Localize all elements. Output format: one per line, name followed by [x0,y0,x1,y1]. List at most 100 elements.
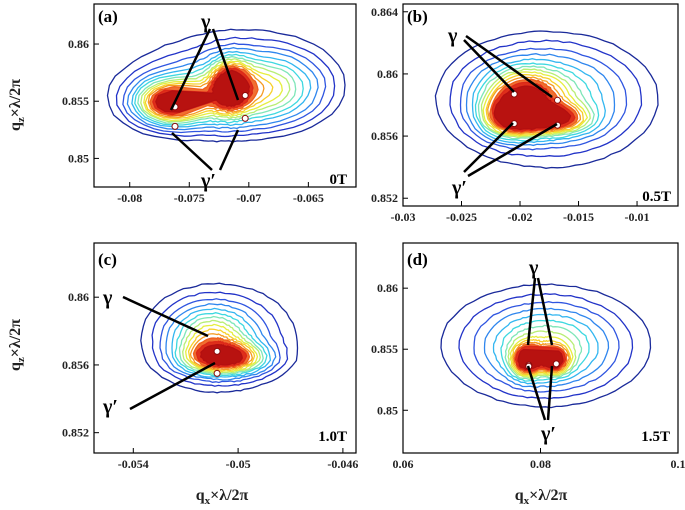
contour-level-6 [500,319,590,382]
panel-d-ticks: 0.06 0.08 0.1 0.86 0.855 0.85 [371,281,685,471]
contour-level-7 [477,65,595,140]
panel-c-contours [140,282,299,394]
contour-level-11 [147,63,265,118]
panel-c-ticks: -0.054 -0.05 -0.046 0.86 0.856 0.852 [62,290,358,471]
x-tick-label: -0.07 [236,191,261,205]
y-tick-label: 0.86 [377,281,398,295]
contour-level-9 [143,60,283,122]
contour-level-6 [174,312,268,377]
peak-marker-1 [510,90,518,98]
panel-b-gamma-prime-label: γ′ [451,177,467,199]
panel-a-ticks: -0.08 -0.075 -0.07 -0.065 0.86 0.855 0.85 [62,37,324,205]
panel-b-field-label: 0.5T [642,189,671,205]
contour-level-14 [199,343,243,367]
y-tick-label: 0.852 [62,426,89,440]
contour-level-8 [140,58,291,123]
panel-b-ticks: -0.03 -0.025 -0.02 -0.015 -0.01 0.864 0.86 0.85… [371,5,650,224]
panel-a-field-label: 0T [329,172,347,188]
contour-level-3 [122,42,327,134]
y-tick-label: 0.86 [68,290,89,304]
panel-c-gamma-prime-label: γ′ [102,396,118,418]
contour-level-11 [487,76,582,135]
contour-level-4 [483,307,610,388]
panel-d-annotations [526,277,554,421]
y-tick-label: 0.864 [371,5,398,19]
ylabel-bottom: qz×λ/2π [7,319,27,371]
contour-level-6 [134,53,304,126]
peak-marker-1 [213,347,221,355]
contour-level-2 [458,293,634,400]
x-tick-label: 0.08 [530,457,551,471]
x-tick-label: -0.02 [508,210,533,224]
y-tick-label: 0.855 [62,94,89,108]
peak-marker-4 [241,114,249,122]
contour-level-1 [440,283,652,409]
x-tick-label: -0.046 [327,457,358,471]
contour-level-4 [465,53,616,147]
panel-d-contours [440,283,652,409]
contour-level-1 [434,30,659,169]
panel-b-label: (b) [407,7,428,26]
panel-c-field-label: 1.0T [318,429,347,445]
panel-a-contours [106,28,346,143]
contour-level-5 [131,50,312,128]
y-tick-label: 0.86 [377,67,398,81]
contour-level-10 [187,328,256,372]
contour-level-5 [492,313,599,385]
contour-level-7 [137,55,297,125]
panel-a-label: (a) [98,7,118,26]
contour-level-11 [512,341,570,375]
x-tick-label: -0.075 [174,191,205,205]
panel-a-gamma-label: γ [200,11,211,33]
contour-level-7 [178,315,264,376]
contour-level-5 [171,307,272,379]
panel-d-gamma-label: γ [528,257,539,279]
panel-c-label: (c) [98,250,117,269]
y-tick-label: 0.86 [68,37,89,51]
x-tick-label: -0.05 [226,457,251,471]
y-tick-label: 0.856 [371,129,398,143]
panel-b-frame [402,3,679,207]
contour-level-2 [151,291,289,387]
panel-b-annotations [463,34,558,178]
x-tick-label: 0.1 [671,457,685,471]
x-tick-label: -0.08 [117,191,142,205]
panel-a-annotations [169,28,240,171]
panel-d-gamma-prime-label: γ′ [540,423,556,445]
contour-level-1 [106,28,346,143]
contour-level-7 [504,324,583,381]
contour-level-10 [144,61,274,120]
contour-level-10 [511,338,572,376]
panel-d: 0.06 0.08 0.1 0.86 0.855 0.85 (d) γ γ′ 1.5T [371,242,685,471]
contour-level-9 [482,71,589,137]
contour-level-9 [509,335,574,378]
peak-marker-2 [213,369,221,377]
contour-level-1 [140,282,299,394]
panel-c-annotations [122,295,216,411]
contour-level-3 [459,47,628,151]
x-tick-label: -0.03 [391,210,416,224]
peak-marker-3 [171,122,179,130]
contour-level-3 [473,301,620,393]
contour-level-14 [155,69,251,113]
contour-level-3 [159,298,281,384]
ylabel-top: qz×λ/2π [7,79,27,131]
xlabel-c: qx×λ/2π [196,487,249,507]
contour-level-9 [185,323,259,373]
x-tick-label: -0.025 [446,210,477,224]
x-tick-label: -0.065 [293,191,324,205]
contour-level-2 [449,39,643,158]
ylabel-bottom-text: qz×λ/2π [7,319,27,371]
contour-level-4 [165,303,277,381]
x-tick-label: -0.054 [118,457,149,471]
contour-level-8 [480,68,591,139]
contour-level-11 [189,333,253,371]
contour-level-2 [115,36,336,138]
contour-level-4 [126,47,319,131]
peak-marker-2 [241,92,249,99]
panel-d-field-label: 1.5T [641,429,670,445]
y-tick-label: 0.85 [377,403,398,417]
xlabel-d: qx×λ/2π [515,487,568,507]
panel-c-gamma-label: γ [102,287,113,309]
